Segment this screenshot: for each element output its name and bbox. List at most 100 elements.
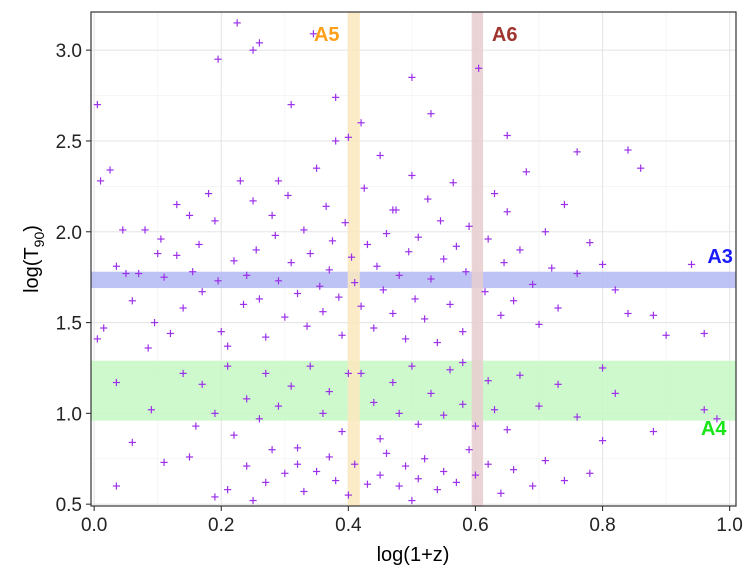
y-tick-label: 2.5 — [56, 132, 82, 153]
data-point — [611, 389, 619, 397]
data-point — [459, 358, 467, 367]
data-point — [389, 206, 397, 214]
data-point — [255, 415, 263, 423]
data-point — [312, 467, 321, 476]
data-point — [154, 249, 162, 258]
data-point — [357, 302, 365, 310]
data-point — [560, 476, 569, 485]
data-point — [332, 93, 340, 101]
data-point — [300, 226, 308, 234]
plot-border — [90, 11, 737, 507]
data-point — [230, 257, 238, 265]
data-point — [440, 411, 448, 419]
y-tick-label: 1.5 — [56, 314, 82, 335]
data-point — [344, 491, 352, 499]
data-point — [312, 164, 321, 172]
data-point — [541, 228, 549, 236]
data-point — [421, 455, 429, 463]
data-point — [243, 462, 251, 470]
band-a3 — [91, 271, 736, 289]
data-point — [436, 217, 445, 225]
data-point — [243, 395, 251, 403]
data-point — [535, 320, 543, 328]
data-point — [147, 406, 155, 414]
data-point — [195, 240, 203, 249]
data-point — [274, 402, 283, 410]
data-point — [490, 406, 499, 414]
band-a6 — [471, 12, 484, 506]
data-point — [529, 482, 537, 490]
data-point — [497, 489, 505, 497]
data-point — [373, 262, 381, 270]
data-point — [586, 239, 594, 247]
data-point — [516, 246, 524, 254]
data-point — [427, 389, 435, 397]
data-point — [360, 184, 368, 192]
data-point — [484, 235, 492, 243]
data-point — [446, 366, 454, 374]
data-point — [281, 469, 289, 477]
data-point — [287, 382, 295, 390]
x-tick-label: 1.0 — [716, 515, 742, 536]
data-point — [611, 286, 619, 294]
y-tick-label: 2.0 — [56, 223, 82, 244]
band-labels: A3 A4 A5 A6 — [314, 24, 734, 441]
data-point — [185, 453, 194, 461]
data-point — [427, 110, 435, 118]
data-point — [204, 190, 213, 198]
data-point — [262, 333, 270, 341]
data-point — [262, 478, 270, 486]
data-point — [516, 371, 524, 379]
data-point — [306, 249, 314, 258]
data-point — [700, 329, 708, 338]
y-tick-label: 3.0 — [56, 41, 82, 62]
data-point — [389, 309, 397, 318]
x-tick-label: 0.0 — [81, 515, 107, 536]
data-point — [325, 453, 333, 461]
data-point — [509, 466, 518, 474]
data-point — [268, 446, 276, 454]
data-point — [239, 300, 248, 309]
data-point — [376, 471, 384, 479]
data-point — [541, 456, 549, 465]
data-point — [243, 271, 251, 279]
data-point — [335, 293, 343, 301]
data-point — [382, 229, 391, 238]
data-point — [344, 369, 352, 378]
y-axis-title-subscript: 90 — [31, 232, 47, 248]
data-point — [465, 222, 473, 230]
data-point — [211, 217, 219, 225]
band-a4 — [91, 360, 736, 421]
data-point — [224, 362, 232, 370]
data-point — [224, 486, 232, 494]
data-point — [281, 313, 289, 321]
data-point — [306, 362, 314, 370]
data-point — [325, 387, 333, 396]
data-point — [421, 315, 429, 323]
x-tick-label: 0.2 — [208, 515, 234, 536]
data-point — [459, 400, 467, 408]
data-point — [370, 398, 378, 407]
data-point — [141, 226, 149, 234]
data-point — [452, 478, 460, 486]
data-point — [624, 309, 632, 318]
data-point — [316, 282, 324, 290]
data-point — [497, 311, 505, 319]
data-point — [529, 280, 537, 289]
data-point — [649, 427, 657, 436]
data-point — [408, 73, 416, 81]
data-point — [252, 246, 260, 254]
data-point — [112, 378, 121, 387]
data-point — [100, 324, 108, 332]
data-point — [408, 362, 416, 370]
data-point — [319, 308, 327, 316]
band-label-a3: A3 — [707, 246, 733, 268]
data-point — [475, 64, 483, 72]
data-point — [700, 406, 708, 414]
data-point — [160, 273, 168, 281]
data-point — [379, 286, 387, 294]
data-point — [713, 415, 721, 423]
data-point — [150, 318, 159, 327]
y-axis-title-close: ) — [21, 225, 43, 232]
